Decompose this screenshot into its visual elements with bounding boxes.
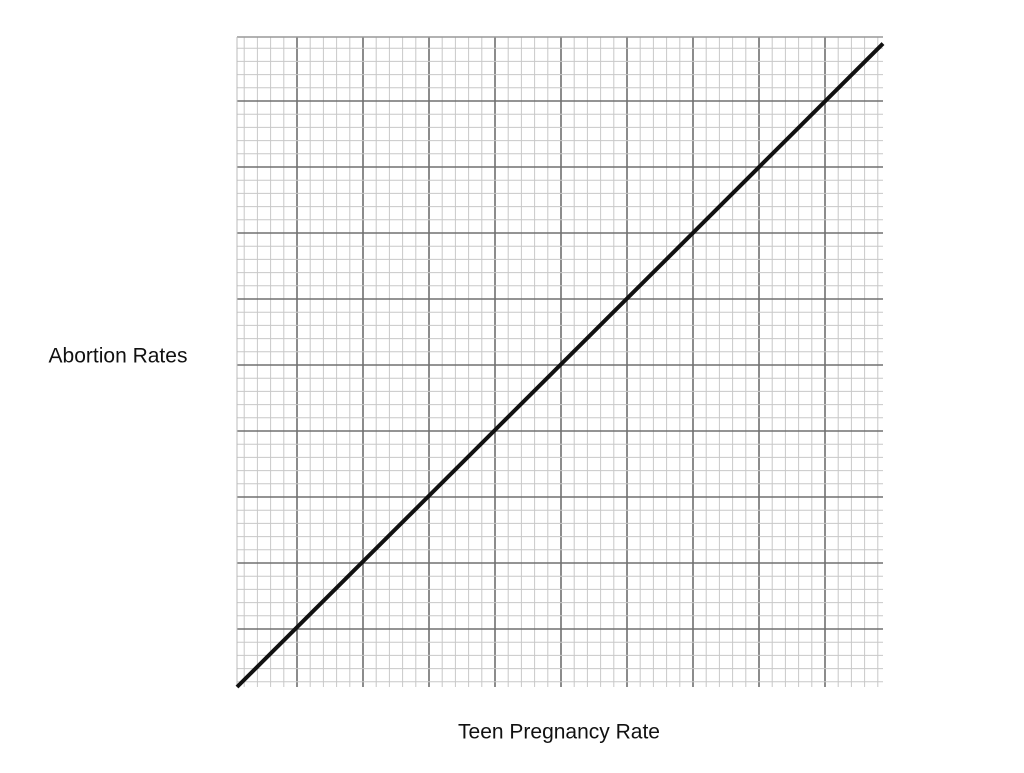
y-axis-label: Abortion Rates [49,345,188,368]
data-line [235,42,885,689]
grid [236,36,883,687]
x-axis-label: Teen Pregnancy Rate [458,721,660,744]
